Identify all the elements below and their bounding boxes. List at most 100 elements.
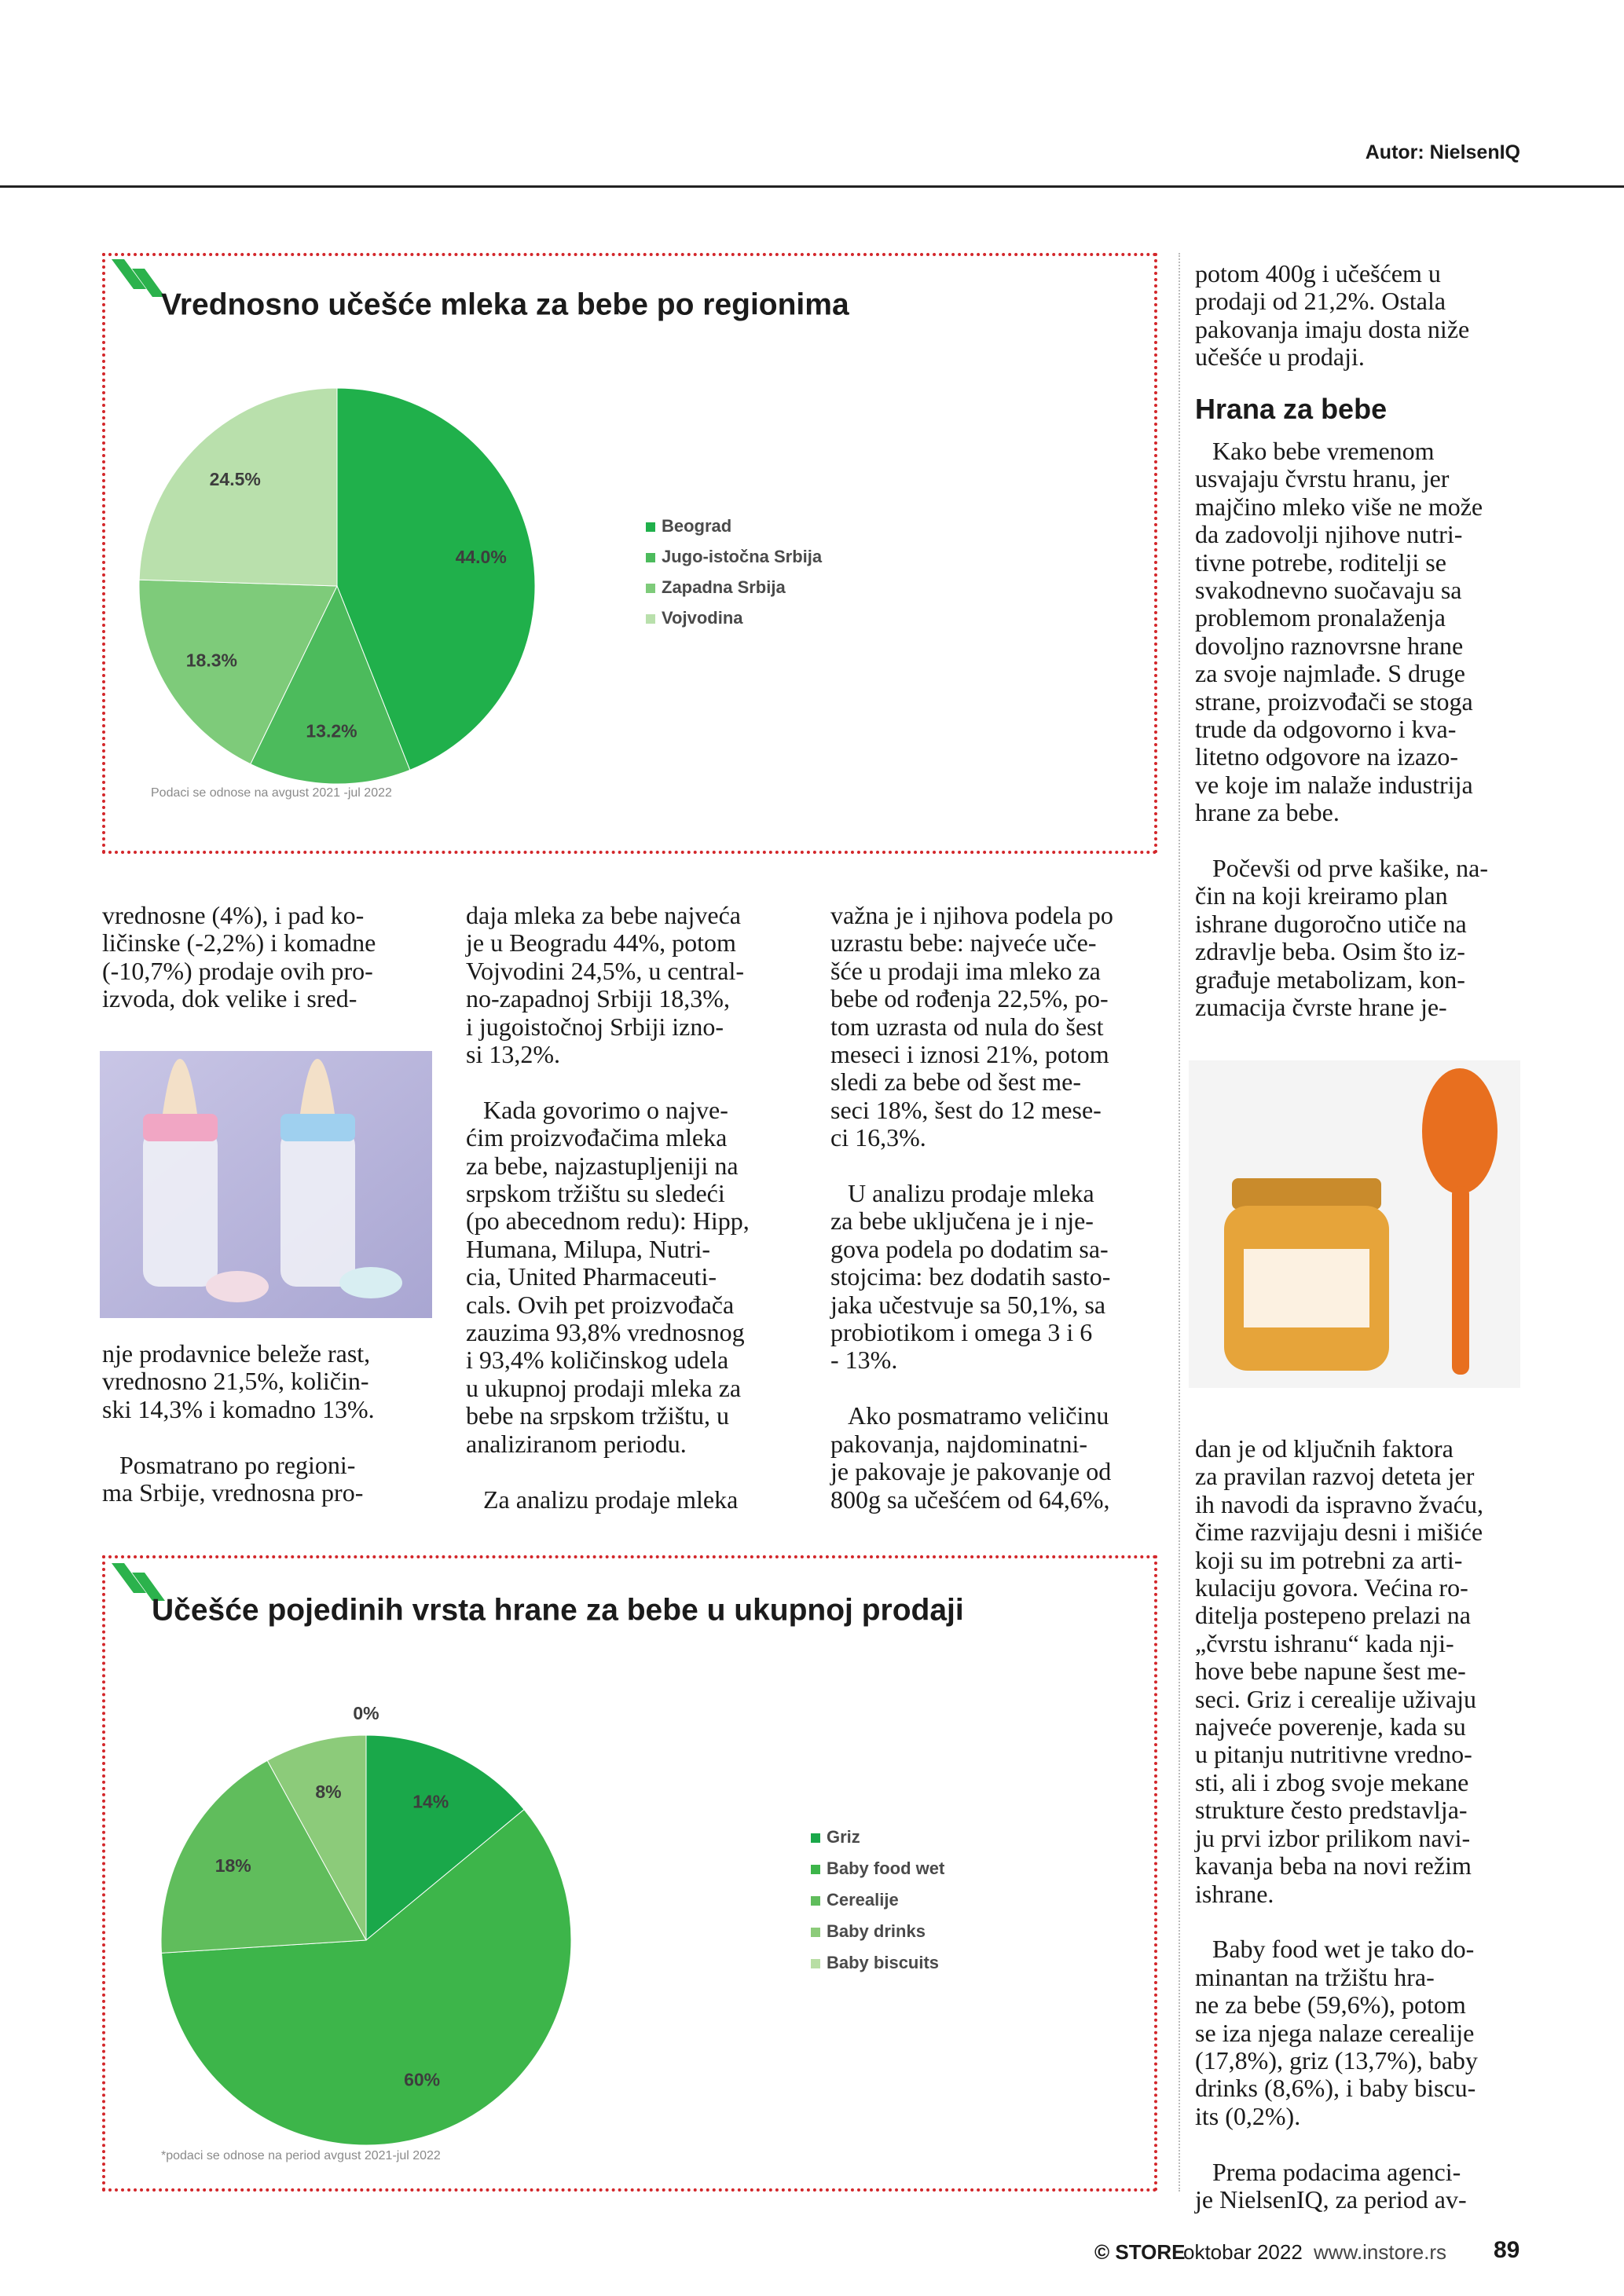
text-line: Ako posmatramo veličinu [848, 1401, 1109, 1430]
slice-label: 18% [215, 1855, 251, 1876]
text-line: strane, proizvođači se stoga [1195, 687, 1473, 716]
text-line: je NielsenIQ, za period av- [1195, 2184, 1467, 2214]
text-line: drinks (8,6%), i baby biscu- [1195, 2074, 1476, 2103]
text-line: ju prvi izbor prilikom navi- [1195, 1823, 1471, 1852]
text-line: ishrane dugoročno utiče na [1195, 909, 1467, 938]
text-line: si 13,2%. [466, 1040, 560, 1069]
text-line: ćim proizvođačima mleka [466, 1123, 728, 1152]
text-line: izvoda, dok velike i sred- [102, 984, 357, 1013]
text-line: gova podela po dodatim sa- [830, 1234, 1109, 1263]
legend-swatch [646, 614, 655, 624]
text-line: Kako bebe vremenom [1212, 437, 1435, 465]
text-line: U analizu prodaje mleka [848, 1179, 1094, 1208]
legend-label: Cerealije [827, 1890, 899, 1910]
legend-label: Zapadna Srbija [662, 577, 786, 597]
legend-swatch [811, 1896, 820, 1906]
text-line: Kada govorimo o najve- [483, 1095, 728, 1124]
text-line: ne za bebe (59,6%), potom [1195, 1990, 1466, 2020]
text-line: ci 16,3%. [830, 1123, 926, 1152]
chart-note: *podaci se odnose na period avgust 2021-… [161, 2149, 441, 2162]
paragraph: Počevši od prve kašike, na-čin na koji k… [1195, 854, 1488, 1022]
text-line: potom 400g i učešćem u [1195, 259, 1441, 287]
chart-note: Podaci se odnose na avgust 2021 -jul 202… [151, 786, 392, 800]
legend-label: Jugo-istočna Srbija [662, 547, 823, 566]
footer-brand: © STORE [1094, 2240, 1186, 2264]
text-line: analiziranom periodu. [466, 1429, 687, 1458]
pie-slice [336, 387, 536, 771]
text-line: svakodnevno suočavaju sa [1195, 576, 1462, 605]
paragraph: dan je od ključnih faktora za pravilan ra… [1195, 1434, 1483, 1908]
text-line: pakovanja, najdominatni- [830, 1429, 1088, 1458]
text-line: Za analizu prodaje mleka [483, 1485, 739, 1514]
legend-label: Vojvodina [662, 608, 743, 628]
text-line: ma Srbije, vrednosna pro- [102, 1478, 364, 1507]
text-line: (po abecednom redu): Hipp, [466, 1207, 750, 1236]
paragraph: Posmatrano po regioni-ma Srbije, vrednos… [102, 1451, 375, 1507]
text-line: strukture često predstavlja- [1195, 1796, 1468, 1825]
paragraph: Kada govorimo o najve-ćim proizvođačima … [466, 1095, 750, 1458]
text-line: (-10,7%) prodaje ovih pro- [102, 956, 373, 985]
legend-swatch [811, 1959, 820, 1968]
text-line: ditelja postepeno prelazi na [1195, 1601, 1471, 1630]
text-line: seci 18%, šest do 12 mese- [830, 1095, 1102, 1124]
paragraph: potom 400g i učešćem u prodaji od 21,2%. … [1195, 259, 1469, 372]
text-line: nje prodavnice beleže rast, [102, 1339, 371, 1368]
text-line: ve koje im nalaže industrija [1195, 770, 1473, 799]
text-line: jaka učestvuje sa 50,1%, sa [830, 1290, 1106, 1319]
text-line: čin na koji kreiramo plan [1195, 881, 1448, 910]
text-line: za svoje najmlađe. S druge [1195, 659, 1465, 688]
footer-brand-text: STORE [1115, 2240, 1186, 2264]
text-line: najveće poverenje, kada su [1195, 1712, 1466, 1741]
text-line: meseci i iznosi 21%, potom [830, 1040, 1109, 1069]
legend-swatch [811, 1865, 820, 1874]
text-column: vrednosne (4%), i pad ko-ličinske (-2,2%… [102, 901, 376, 1013]
text-line: - 13%. [830, 1346, 898, 1375]
text-line: ski 14,3% i komadno 13%. [102, 1394, 375, 1423]
text-line: bebe od rođenja 22,5%, po- [830, 984, 1109, 1013]
text-line: i 93,4% količinskog udela [466, 1346, 729, 1375]
pie-slice [138, 579, 338, 765]
text-line: kulaciju govora. Većina ro- [1195, 1573, 1468, 1602]
text-line: zumacija čvrste hrane je- [1195, 993, 1447, 1022]
text-line: stojcima: bez dodatih sasto- [830, 1262, 1111, 1291]
pie-slice [250, 584, 411, 785]
pie-slice [138, 387, 338, 587]
logo-mark [112, 259, 165, 1601]
text-line: its (0,2%). [1195, 2101, 1301, 2130]
legend-label: Beograd [662, 516, 731, 536]
text-line: seci. Griz i cerealije uživaju [1195, 1684, 1477, 1713]
text-line: trude da odgovorno i kva- [1195, 715, 1457, 744]
paragraph: Za analizu prodaje mleka [466, 1485, 750, 1514]
text-line: zauzima 93,8% vrednosnog [466, 1318, 745, 1347]
paragraph: Kako bebe vremenom usvajaju čvrstu hranu,… [1195, 437, 1488, 827]
legend-swatch [646, 584, 655, 593]
legend-label: Baby biscuits [827, 1953, 939, 1972]
text-line: Vojvodini 24,5%, u central- [466, 956, 745, 985]
bottles-photo [100, 1051, 432, 1318]
text-line: učešće u prodaji. [1195, 342, 1365, 372]
legend-swatch [646, 553, 655, 562]
legend-swatch [811, 1833, 820, 1843]
slice-label: 18.3% [186, 650, 237, 671]
text-line: u ukupnoj prodaji mleka za [466, 1373, 742, 1402]
text-line: u pitanju nutritivne vredno- [1195, 1740, 1472, 1769]
pie-slice [266, 1734, 367, 1941]
text-line: čime razvijaju desni i mišiće [1195, 1518, 1483, 1547]
legend-label: Baby drinks [827, 1921, 926, 1941]
text-line: da zadovolji njihove nutri- [1195, 520, 1463, 549]
legend-label: Griz [827, 1827, 860, 1847]
text-line: ih navodi da ispravno žvaću, [1195, 1489, 1483, 1518]
text-line: tivne potrebe, roditelji se [1195, 547, 1446, 577]
text-line: vrednosno 21,5%, količin- [102, 1367, 369, 1396]
text-line: vrednosne (4%), i pad ko- [102, 901, 365, 929]
text-column: dan je od ključnih faktora za pravilan ra… [1195, 1434, 1483, 2214]
text-line: Humana, Milupa, Nutri- [466, 1234, 711, 1263]
slice-label: 14% [412, 1791, 449, 1811]
text-line: je u Beogradu 44%, potom [466, 928, 736, 958]
text-line: daja mleka za bebe najveća [466, 901, 741, 929]
text-line: sledi za bebe od šest me- [830, 1067, 1081, 1097]
text-line: uzrastu bebe: najveće uče- [830, 928, 1097, 958]
text-line: za pravilan razvoj deteta jer [1195, 1462, 1475, 1491]
text-line: se iza njega nalaze cerealije [1195, 2018, 1475, 2047]
